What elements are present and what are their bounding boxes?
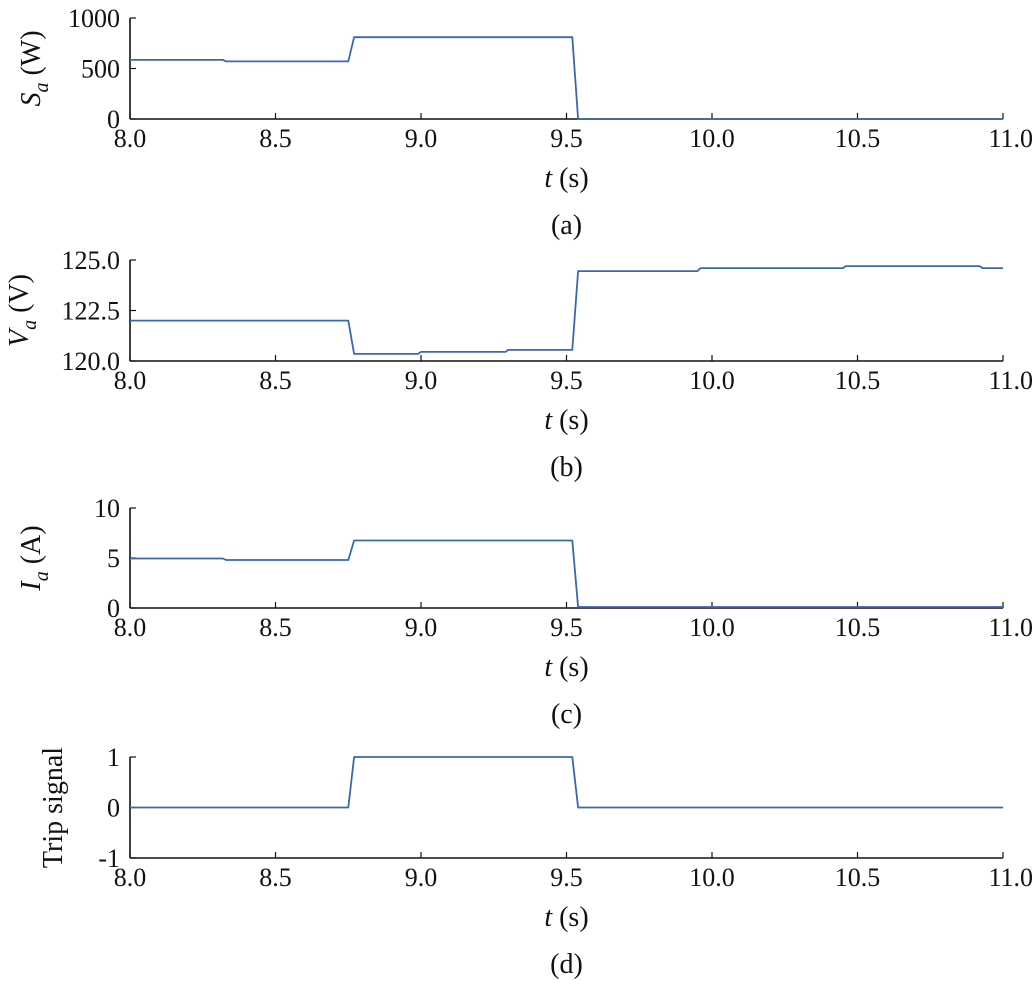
- x-tick-label: 10.5: [835, 124, 881, 153]
- x-tick-label: 8.5: [259, 863, 292, 892]
- x-axis-label-unit: (s): [552, 405, 589, 436]
- y-axis-label-text: Trip signal: [38, 747, 69, 868]
- x-tick-label: 10.5: [835, 613, 881, 642]
- y-axis-label-subscript: a: [31, 571, 53, 581]
- panel-label: (b): [550, 452, 583, 483]
- y-tick-label: 120.0: [62, 347, 121, 376]
- x-axis-label: t (s): [544, 902, 588, 933]
- panel-label: (d): [550, 949, 583, 980]
- x-tick-label: 9.5: [550, 863, 583, 892]
- x-tick-label: 9.0: [405, 366, 438, 395]
- y-axis-label-subscript: a: [19, 320, 41, 330]
- x-tick-label: 10.0: [689, 124, 735, 153]
- x-tick-label: 9.5: [550, 124, 583, 153]
- y-tick-label: 10: [94, 494, 120, 523]
- x-tick-label: 11.0: [988, 613, 1033, 642]
- x-tick-label: 8.5: [259, 124, 292, 153]
- x-tick-label: 9.0: [405, 613, 438, 642]
- panel-label: (a): [551, 210, 582, 241]
- y-tick-label: 500: [81, 55, 120, 84]
- x-axis-label: t (s): [544, 163, 588, 194]
- x-tick-label: 11.0: [988, 124, 1033, 153]
- x-tick-label: 11.0: [988, 863, 1033, 892]
- panel-label: (c): [551, 699, 582, 730]
- y-tick-label: 0: [107, 794, 120, 823]
- y-axis-label-var: S: [16, 93, 47, 107]
- panel-2: 8.0 8.5 9.0 9.5 10.0 10.5 11.0120.0122.5125.0t…: [4, 246, 1033, 483]
- x-tick-label: 10.5: [835, 366, 881, 395]
- y-axis-label-unit: (W): [16, 30, 47, 82]
- y-tick-label: 1: [107, 743, 120, 772]
- series-line-1: [130, 757, 1003, 808]
- y-tick-label: 1000: [68, 4, 120, 33]
- y-tick-label: 0: [107, 594, 120, 623]
- x-axis-label-unit: (s): [552, 163, 589, 194]
- series-line-1: [130, 541, 1003, 608]
- x-axis-label: t (s): [544, 405, 588, 436]
- y-axis-label: Trip signal: [38, 747, 69, 868]
- x-tick-label: 9.0: [405, 124, 438, 153]
- y-axis-label-subscript: a: [31, 83, 53, 93]
- y-tick-label: 0: [107, 105, 120, 134]
- x-tick-label: 10.0: [689, 863, 735, 892]
- x-tick-label: 8.5: [259, 613, 292, 642]
- y-axis-label: Sa (W): [16, 30, 53, 106]
- x-tick-label: 11.0: [988, 366, 1033, 395]
- x-tick-label: 9.5: [550, 613, 583, 642]
- x-axis-label: t (s): [544, 652, 588, 683]
- series-line-1: [130, 37, 1003, 119]
- x-tick-label: 10.0: [689, 366, 735, 395]
- y-axis-label: Va (V): [4, 274, 41, 347]
- y-tick-label: 122.5: [62, 297, 121, 326]
- x-tick-label: 9.0: [405, 863, 438, 892]
- y-tick-label: 125.0: [62, 246, 121, 275]
- x-axis-label-unit: (s): [552, 652, 589, 683]
- x-tick-label: 8.5: [259, 366, 292, 395]
- series-line-1: [130, 266, 1003, 354]
- y-axis-label-unit: (V): [4, 274, 35, 320]
- y-axis-label-unit: (A): [16, 525, 47, 571]
- y-tick-label: 5: [107, 544, 120, 573]
- x-tick-label: 10.0: [689, 613, 735, 642]
- y-axis-label: Ia (A): [16, 525, 53, 591]
- y-tick-label: -1: [98, 844, 120, 873]
- x-tick-label: 10.5: [835, 863, 881, 892]
- x-tick-label: 9.5: [550, 366, 583, 395]
- x-axis-label-unit: (s): [552, 902, 589, 933]
